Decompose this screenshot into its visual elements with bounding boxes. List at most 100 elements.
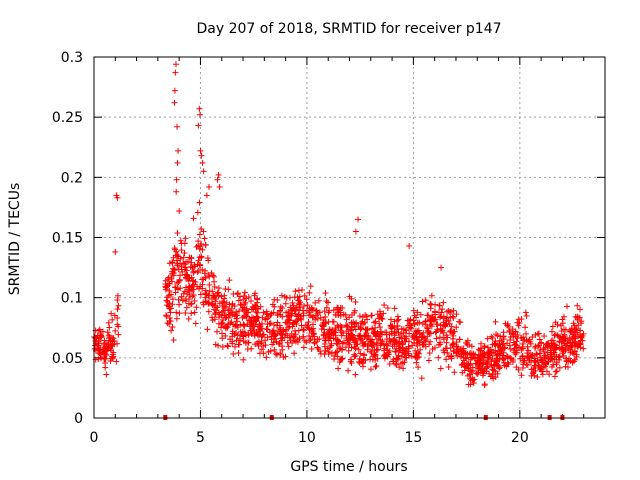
data-point: [332, 329, 339, 336]
data-point: [464, 372, 471, 379]
data-point: [279, 331, 286, 338]
data-point: [473, 370, 480, 377]
data-point: [194, 283, 201, 290]
x-tick-label: 20: [511, 430, 529, 446]
data-point: [196, 261, 203, 268]
data-point: [546, 371, 553, 378]
data-point: [400, 365, 407, 372]
data-point: [214, 289, 221, 296]
data-point: [521, 336, 528, 343]
data-point: [336, 359, 343, 366]
data-point: [481, 382, 488, 389]
data-point: [166, 315, 173, 322]
data-point: [208, 296, 215, 303]
data-point: [277, 351, 284, 358]
data-point: [321, 343, 328, 350]
data-point: [175, 279, 182, 286]
data-point: [509, 326, 516, 333]
data-point: [275, 341, 282, 348]
data-point: [530, 366, 537, 373]
data-point: [515, 322, 522, 329]
data-point: [202, 298, 209, 305]
data-point: [409, 342, 416, 349]
data-point: [107, 337, 114, 344]
axis-ticks: 0 0.05 0.1 0.15 0.2 0.25 0.3 0 5 10 15 20: [52, 50, 605, 446]
data-point: [296, 293, 303, 300]
data-point: [369, 326, 376, 333]
data-point: [484, 355, 491, 362]
data-point: [408, 353, 415, 360]
data-point: [525, 347, 532, 354]
data-point: [393, 356, 400, 363]
data-point: [453, 311, 460, 318]
data-point: [435, 354, 442, 361]
data-point: [322, 313, 329, 320]
data-point: [566, 355, 573, 362]
data-point: [320, 332, 327, 339]
data-point: [252, 341, 259, 348]
data-point: [246, 317, 253, 324]
data-point: [577, 341, 584, 348]
data-point: [455, 350, 462, 357]
data-point: [300, 310, 307, 317]
data-point: [403, 354, 410, 361]
data-point: [237, 301, 244, 308]
data-point: [210, 273, 217, 280]
data-point: [204, 299, 211, 306]
data-point: [449, 341, 456, 348]
data-point: [427, 300, 434, 307]
data-point: [426, 341, 433, 348]
data-point: [222, 332, 229, 339]
data-point: [501, 345, 508, 352]
data-point: [173, 315, 180, 322]
data-point: [112, 327, 119, 334]
data-point: [283, 319, 290, 326]
y-tick-label: 0.1: [61, 291, 83, 307]
data-point: [426, 330, 433, 337]
data-point: [542, 360, 549, 367]
data-point: [541, 333, 548, 340]
data-point: [202, 287, 209, 294]
data-point: [238, 302, 245, 309]
data-point: [450, 307, 457, 314]
data-point: [292, 318, 299, 325]
data-point: [437, 325, 444, 332]
plot-frame: [93, 56, 606, 419]
data-point: [315, 297, 322, 304]
data-point: [182, 284, 189, 291]
data-point: [271, 321, 278, 328]
data-point: [396, 364, 403, 371]
data-point: [112, 248, 119, 255]
data-point: [396, 338, 403, 345]
data-point: [334, 336, 341, 343]
data-point: [105, 319, 112, 326]
data-point: [186, 286, 193, 293]
data-point: [212, 310, 219, 317]
data-point: [270, 339, 277, 346]
data-point: [280, 353, 287, 360]
data-point: [200, 301, 207, 308]
data-point: [444, 349, 451, 356]
data-point: [492, 318, 499, 325]
data-point: [296, 301, 303, 308]
data-point: [193, 243, 200, 250]
data-point: [248, 306, 255, 313]
data-point: [233, 315, 240, 322]
data-point: [351, 339, 358, 346]
data-point: [109, 341, 116, 348]
data-point: [344, 323, 351, 330]
data-point: [236, 335, 243, 342]
data-point: [464, 351, 471, 358]
data-point: [388, 323, 395, 330]
data-point: [572, 342, 579, 349]
data-point: [185, 315, 192, 322]
data-point: [480, 368, 487, 375]
data-point: [362, 312, 369, 319]
data-point: [328, 330, 335, 337]
data-point: [174, 262, 181, 269]
data-point: [399, 344, 406, 351]
data-point: [115, 323, 122, 330]
data-point: [309, 314, 316, 321]
data-point: [166, 305, 173, 312]
data-point: [219, 319, 226, 326]
